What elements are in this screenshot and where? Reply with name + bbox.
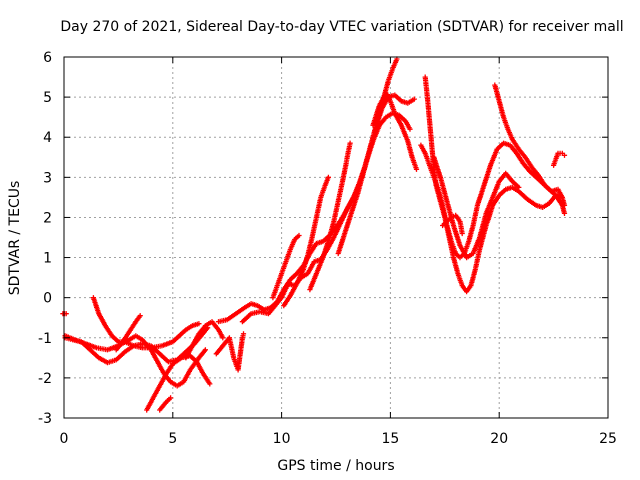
data-series-track-18 — [431, 154, 522, 261]
y-tick-label: 0 — [43, 291, 52, 307]
chart-title: Day 270 of 2021, Sidereal Day-to-day VTE… — [60, 19, 623, 35]
plus-markers — [492, 82, 565, 200]
y-tick-label: 2 — [43, 210, 52, 226]
axis-ticks: 0 5 10 15 20 25 -3 -2 -1 0 1 2 3 4 5 6 — [38, 50, 617, 447]
data-series-track-15 — [370, 90, 420, 172]
data-series-track-20 — [492, 82, 565, 200]
x-tick-label: 20 — [490, 431, 508, 447]
data-series-track-17 — [422, 74, 568, 295]
data-series-track-4 — [113, 313, 143, 353]
data-series-track-2 — [62, 333, 208, 389]
plus-markers — [215, 92, 417, 325]
plus-markers — [157, 395, 174, 413]
data-series-track-6 — [157, 395, 174, 413]
y-tick-label: -3 — [38, 411, 52, 427]
x-tick-label: 10 — [273, 431, 291, 447]
data-series-track-11 — [270, 232, 302, 301]
x-tick-label: 5 — [168, 431, 177, 447]
data-series-track-13 — [307, 140, 353, 293]
y-tick-label: 4 — [43, 130, 52, 146]
plus-markers — [370, 90, 420, 172]
data-series-track-8 — [213, 331, 247, 373]
x-tick-label: 25 — [599, 431, 617, 447]
x-tick-label: 0 — [60, 431, 69, 447]
plus-markers — [62, 333, 208, 389]
data-series-track-21 — [551, 150, 568, 168]
y-axis-label: SDTVAR / TECUs — [7, 181, 23, 296]
y-tick-label: 5 — [43, 90, 52, 106]
plus-markers — [270, 232, 302, 301]
y-tick-label: -1 — [38, 331, 52, 347]
data-series-track-22 — [60, 311, 69, 317]
y-tick-label: 3 — [43, 170, 52, 186]
plus-markers — [90, 295, 202, 351]
plus-markers — [422, 74, 568, 295]
plot-frame — [63, 56, 609, 419]
plus-markers — [307, 140, 353, 293]
x-tick-label: 15 — [381, 431, 399, 447]
x-axis-label: GPS time / hours — [277, 458, 394, 474]
data-series-track-3 — [90, 295, 202, 351]
plus-markers — [60, 311, 69, 317]
data-series-track-9 — [215, 92, 417, 325]
plus-markers — [431, 154, 522, 261]
y-tick-label: 1 — [43, 251, 52, 267]
data-series-track-7 — [183, 319, 226, 361]
y-tick-label: 6 — [43, 50, 52, 66]
data-points — [60, 56, 568, 413]
plus-markers — [551, 150, 568, 168]
y-tick-label: -2 — [38, 371, 52, 387]
data-series-track-5 — [144, 353, 213, 413]
plus-markers — [183, 319, 226, 361]
data-series-track-12 — [281, 174, 331, 309]
gridlines — [64, 57, 608, 418]
plus-markers — [440, 212, 465, 237]
data-series-track-19 — [440, 212, 465, 237]
plus-markers — [113, 313, 143, 353]
plus-markers — [281, 174, 331, 309]
plus-markers — [144, 353, 213, 413]
plus-markers — [213, 331, 247, 373]
